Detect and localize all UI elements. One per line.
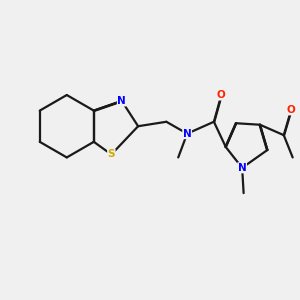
Text: O: O — [287, 105, 296, 115]
Text: N: N — [238, 163, 247, 173]
Text: N: N — [183, 129, 191, 139]
Text: S: S — [108, 149, 115, 160]
Text: O: O — [217, 90, 226, 100]
Text: N: N — [117, 96, 126, 106]
